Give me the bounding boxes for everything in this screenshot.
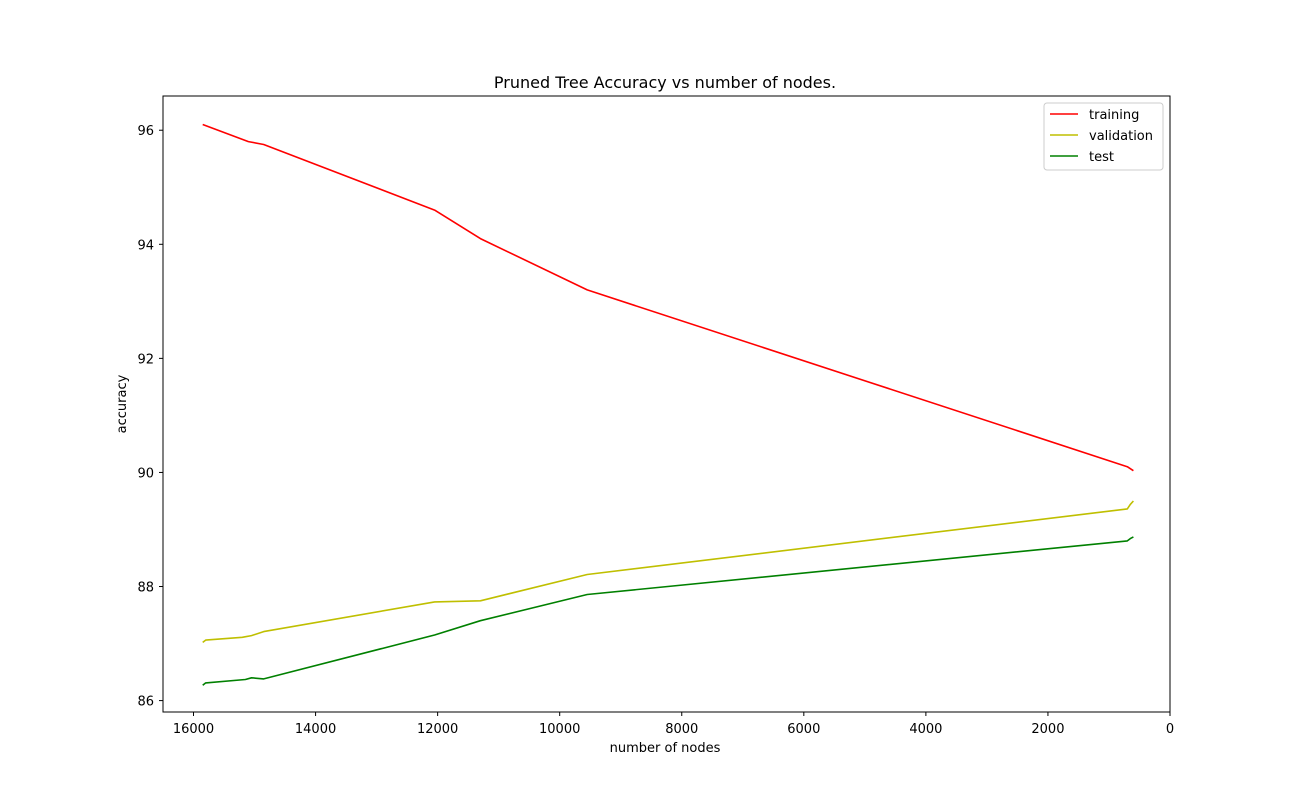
y-tick-label: 96 xyxy=(137,124,154,139)
plot-frame xyxy=(162,95,1171,713)
series-line-test xyxy=(202,536,1134,686)
legend-box xyxy=(1043,102,1164,171)
y-axis-label: accuracy xyxy=(115,374,130,433)
y-tick-label: 90 xyxy=(137,466,154,481)
legend-label-validation: validation xyxy=(1089,129,1153,144)
y-tick-label: 92 xyxy=(137,352,154,367)
series-group xyxy=(202,123,1134,686)
y-tick-label: 86 xyxy=(137,695,154,710)
y-tick-label: 94 xyxy=(137,238,154,253)
x-axis-label: number of nodes xyxy=(610,741,721,756)
x-tick-label: 4000 xyxy=(909,722,942,737)
y-axis: 86 88 90 92 94 96 xyxy=(137,124,163,710)
chart-title: Pruned Tree Accuracy vs number of nodes. xyxy=(494,73,836,92)
x-tick-label: 12000 xyxy=(417,722,458,737)
legend: training validation test xyxy=(1043,102,1164,171)
x-tick-label: 8000 xyxy=(665,722,698,737)
x-axis: 16000 14000 12000 10000 8000 6000 4000 2000 0 xyxy=(173,712,1174,737)
x-tick-label: 2000 xyxy=(1031,722,1064,737)
y-tick-label: 88 xyxy=(137,581,154,596)
x-tick-label: 16000 xyxy=(173,722,214,737)
x-tick-label: 6000 xyxy=(787,722,820,737)
x-tick-label: 14000 xyxy=(295,722,336,737)
series-line-validation xyxy=(202,500,1134,644)
legend-label-training: training xyxy=(1089,108,1139,123)
x-tick-label: 10000 xyxy=(539,722,580,737)
x-tick-label: 0 xyxy=(1166,722,1174,737)
legend-label-test: test xyxy=(1089,150,1114,165)
series-line-training xyxy=(202,123,1134,472)
